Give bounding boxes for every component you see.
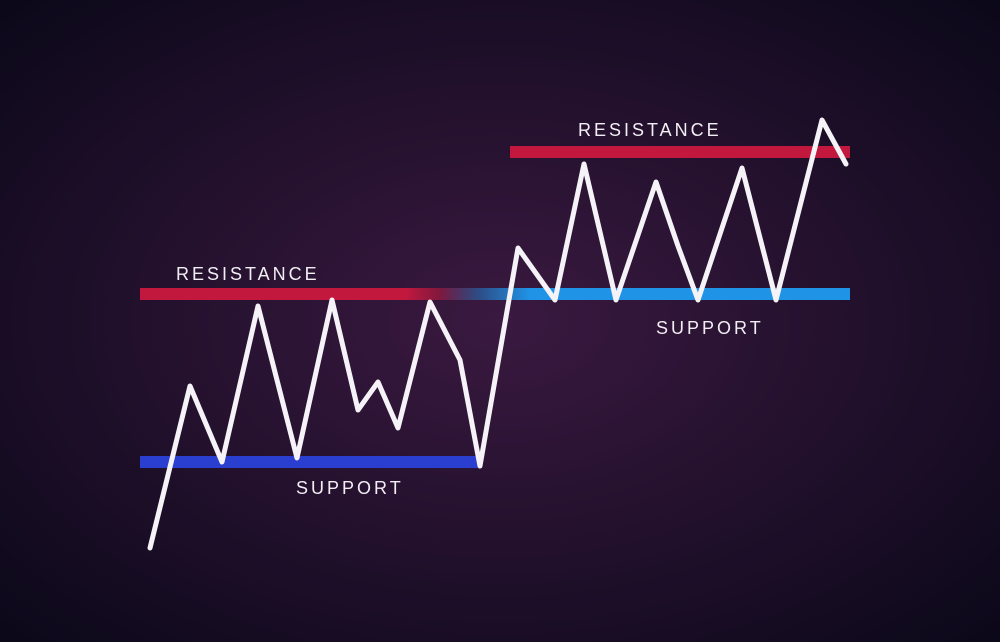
support-bar-upper	[440, 288, 850, 300]
support-label-upper: SUPPORT	[656, 318, 764, 339]
support-bar-lower	[140, 456, 480, 468]
resistance-bar-upper	[510, 146, 850, 158]
resistance-label-lower: RESISTANCE	[176, 264, 320, 285]
chart-stage: RESISTANCE RESISTANCE SUPPORT SUPPORT	[0, 0, 1000, 642]
support-label-lower: SUPPORT	[296, 478, 404, 499]
resistance-label-upper: RESISTANCE	[578, 120, 722, 141]
resistance-bar-lower	[140, 288, 480, 300]
support-resistance-chart	[0, 0, 1000, 642]
